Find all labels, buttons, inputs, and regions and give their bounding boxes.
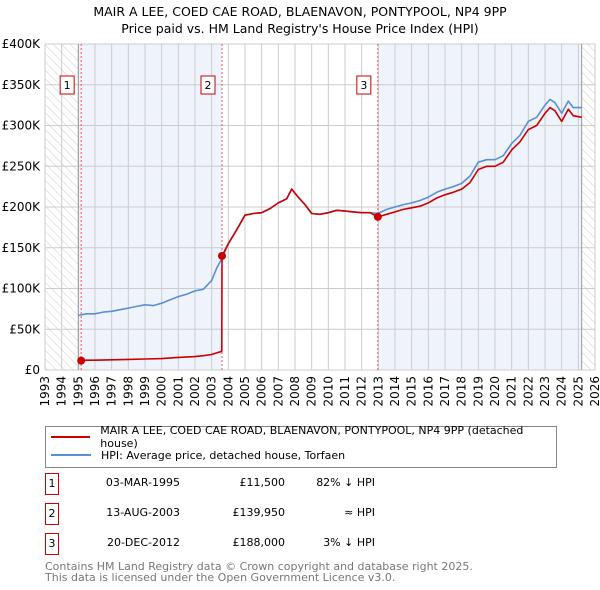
- legend-swatch-hpi: [51, 454, 91, 456]
- property-price-line: [81, 106, 582, 362]
- sale-hpi: ≈ HPI: [344, 506, 375, 519]
- sale-price: £188,000: [232, 536, 286, 549]
- x-tick-label: 1999: [138, 376, 152, 407]
- x-tick-label: 2003: [205, 376, 219, 407]
- sale-price: £139,950: [232, 506, 286, 519]
- sale-num: 2: [45, 503, 59, 525]
- x-tick-label: 1993: [38, 376, 52, 407]
- sale-row: 2 13-AUG-2003 £139,950 ≈ HPI: [45, 503, 375, 525]
- y-tick-label: £150K: [2, 241, 42, 255]
- chart-subtitle: Price paid vs. HM Land Registry's House …: [121, 21, 479, 36]
- y-tick-label: £250K: [2, 159, 42, 173]
- y-tick-label: £50K: [9, 322, 41, 336]
- x-tick-label: 2022: [521, 376, 535, 407]
- x-tick-label: 2009: [305, 376, 319, 407]
- y-tick-label: £400K: [2, 37, 42, 51]
- x-tick-label: 2018: [455, 376, 469, 407]
- x-tick-label: 2016: [421, 376, 435, 407]
- footer-licence: This data is licensed under the Open Gov…: [45, 571, 396, 584]
- sale-num: 3: [45, 533, 59, 555]
- x-tick-label: 2019: [471, 376, 485, 407]
- x-tick-label: 2005: [238, 376, 252, 407]
- legend-label-hpi: HPI: Average price, detached house, Torf…: [101, 448, 346, 462]
- sale-point: [373, 212, 382, 221]
- x-tick-label: 2021: [505, 376, 519, 407]
- sale-marker-label: 1: [64, 79, 71, 92]
- x-tick-label: 2008: [288, 376, 302, 407]
- price-chart: 1993 1994 1995 1996 1997 1998 1999 2000 2001 2002…: [2, 37, 600, 407]
- x-tick-label: 1997: [105, 376, 119, 407]
- x-tick-label: 1996: [88, 376, 102, 407]
- sale-price: £11,500: [239, 476, 286, 489]
- y-tick-label: £200K: [2, 200, 42, 214]
- y-tick-label: £100K: [2, 282, 42, 296]
- sale-date: 03-MAR-1995: [105, 476, 180, 489]
- x-tick-label: 2004: [221, 376, 235, 407]
- sale-point: [77, 356, 86, 365]
- legend-label-property: MAIR A LEE, COED CAE ROAD, BLAENAVON, PO…: [100, 424, 524, 450]
- legend-item-property: MAIR A LEE, COED CAE ROAD, BLAENAVON, PO…: [51, 424, 556, 450]
- sale-marker-box: [356, 75, 372, 95]
- y-tick-label: £300K: [2, 119, 42, 133]
- sale-marker-box: [59, 75, 75, 95]
- sale-marker-label: 2: [205, 79, 212, 92]
- x-tick-label: 2011: [338, 376, 352, 407]
- x-tick-label: 1995: [71, 376, 85, 407]
- sale-date: 20-DEC-2012: [106, 536, 180, 549]
- x-tick-label: 2001: [171, 376, 185, 407]
- sale-date: 13-AUG-2003: [106, 506, 180, 519]
- sale-num: 1: [45, 473, 59, 495]
- footer-copyright: Contains HM Land Registry data © Crown c…: [45, 560, 473, 573]
- legend-item-hpi: HPI: Average price, detached house, Torf…: [51, 447, 345, 463]
- legend-swatch-property: [51, 436, 91, 438]
- sale-marker-box: [200, 75, 216, 95]
- y-tick-label: £350K: [2, 78, 42, 92]
- x-tick-label: 2015: [405, 376, 419, 407]
- x-tick-label: 2024: [555, 376, 569, 407]
- x-tick-label: 1994: [55, 376, 69, 407]
- x-tick-label: 2010: [321, 376, 335, 407]
- x-tick-label: 2000: [155, 376, 169, 407]
- x-tick-label: 2006: [255, 376, 269, 407]
- chart-title: MAIR A LEE, COED CAE ROAD, BLAENAVON, PO…: [93, 4, 507, 19]
- sale-hpi: 3% ↓ HPI: [323, 536, 375, 549]
- x-tick-label: 2007: [271, 376, 285, 407]
- y-tick-label: £0: [25, 363, 40, 377]
- x-tick-label: 2014: [388, 376, 402, 407]
- sale-marker-label: 3: [360, 79, 367, 92]
- sale-point: [218, 251, 226, 260]
- x-tick-label: 2002: [188, 376, 202, 407]
- sale-row: 1 03-MAR-1995 £11,500 82% ↓ HPI: [45, 473, 375, 495]
- x-tick-label: 2012: [355, 376, 369, 407]
- legend: MAIR A LEE, COED CAE ROAD, BLAENAVON, PO…: [45, 424, 557, 468]
- sale-row: 3 20-DEC-2012 £188,000 3% ↓ HPI: [45, 533, 375, 555]
- x-tick-label: 2020: [488, 376, 502, 407]
- x-tick-label: 2026: [588, 376, 600, 407]
- x-tick-label: 2025: [571, 376, 585, 407]
- x-tick-label: 2013: [371, 376, 385, 407]
- sale-hpi: 82% ↓ HPI: [316, 476, 375, 489]
- x-tick-label: 1998: [121, 376, 135, 407]
- x-tick-label: 2023: [538, 376, 552, 407]
- x-tick-label: 2017: [438, 376, 452, 407]
